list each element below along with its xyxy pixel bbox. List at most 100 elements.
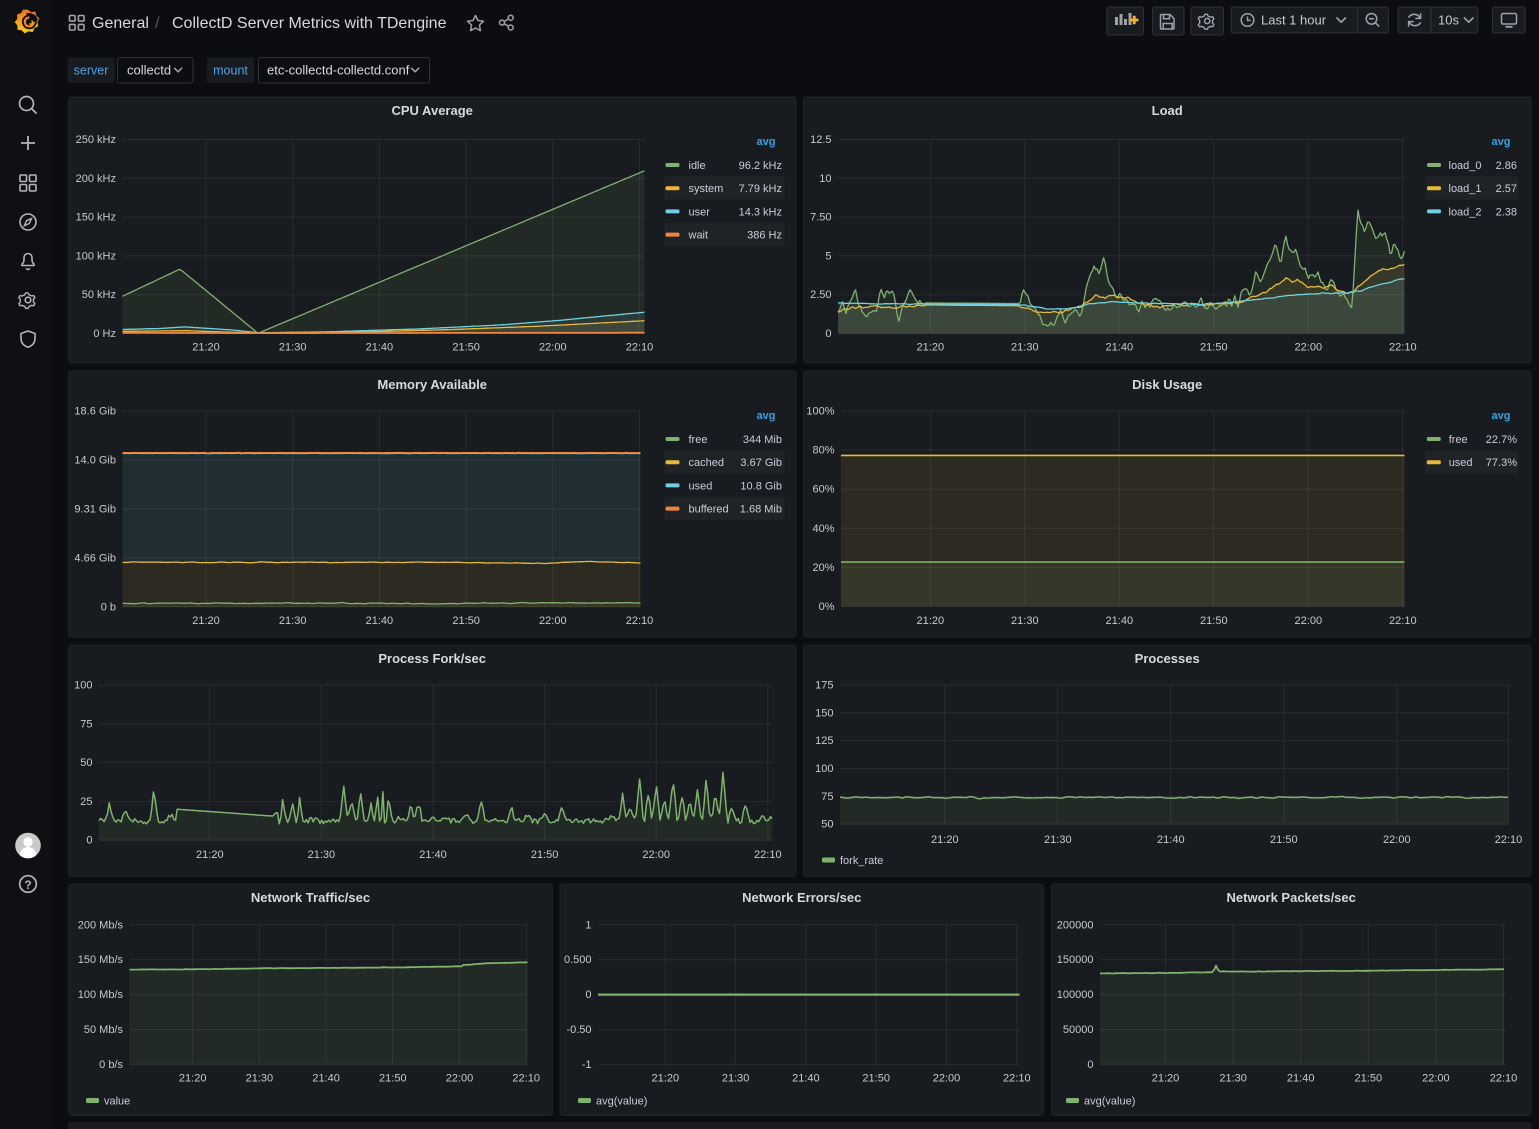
svg-text:0%: 0% — [819, 601, 835, 613]
svg-text:100: 100 — [815, 763, 833, 775]
svg-text:21:50: 21:50 — [862, 1073, 890, 1085]
svg-text:9.31 Gib: 9.31 Gib — [74, 504, 116, 516]
svg-text:21:40: 21:40 — [1106, 615, 1134, 627]
svg-text:21:50: 21:50 — [379, 1073, 407, 1085]
svg-text:175: 175 — [815, 680, 833, 692]
svg-text:75: 75 — [821, 791, 833, 803]
svg-text:mount: mount — [213, 64, 248, 78]
svg-text:22:00: 22:00 — [1295, 615, 1323, 627]
svg-text:Processes: Processes — [1135, 651, 1200, 666]
svg-text:?: ? — [24, 878, 31, 892]
svg-text:CollectD Server Metrics with T: CollectD Server Metrics with TDengine — [172, 15, 447, 32]
svg-text:2.57: 2.57 — [1496, 183, 1517, 195]
svg-text:250 kHz: 250 kHz — [76, 134, 116, 146]
svg-text:/: / — [155, 15, 160, 32]
svg-text:0: 0 — [1087, 1059, 1093, 1071]
svg-text:4.66 Gib: 4.66 Gib — [74, 553, 116, 565]
svg-text:2.86: 2.86 — [1496, 160, 1517, 172]
svg-text:22:10: 22:10 — [626, 342, 654, 354]
svg-text:avg(value): avg(value) — [596, 1096, 647, 1108]
svg-text:buffered: buffered — [689, 504, 729, 516]
svg-text:21:20: 21:20 — [917, 342, 945, 354]
svg-text:40%: 40% — [812, 523, 834, 535]
svg-text:21:30: 21:30 — [722, 1073, 750, 1085]
svg-text:22:10: 22:10 — [626, 615, 654, 627]
svg-text:21:40: 21:40 — [792, 1073, 820, 1085]
svg-text:system: system — [689, 183, 724, 195]
svg-text:Network Packets/sec: Network Packets/sec — [1227, 890, 1356, 905]
svg-text:22:00: 22:00 — [1295, 342, 1323, 354]
svg-text:21:30: 21:30 — [1011, 342, 1039, 354]
svg-text:150 kHz: 150 kHz — [76, 212, 116, 224]
svg-text:2.38: 2.38 — [1496, 206, 1517, 218]
svg-text:0 b/s: 0 b/s — [99, 1059, 123, 1071]
svg-text:100000: 100000 — [1057, 989, 1094, 1001]
svg-text:used: used — [689, 480, 713, 492]
svg-text:-0.50: -0.50 — [566, 1024, 591, 1036]
svg-text:1.68 Mib: 1.68 Mib — [740, 504, 782, 516]
svg-text:21:20: 21:20 — [192, 615, 220, 627]
svg-text:fork_rate: fork_rate — [840, 855, 883, 867]
svg-text:21:50: 21:50 — [1355, 1073, 1383, 1085]
svg-text:21:50: 21:50 — [531, 849, 559, 861]
svg-text:value: value — [104, 1096, 130, 1108]
svg-text:avg(value): avg(value) — [1084, 1096, 1135, 1108]
svg-text:50000: 50000 — [1063, 1024, 1094, 1036]
svg-text:21:20: 21:20 — [196, 849, 224, 861]
svg-text:10s: 10s — [1438, 13, 1459, 28]
svg-text:100%: 100% — [806, 406, 834, 418]
svg-text:22:00: 22:00 — [539, 342, 567, 354]
svg-text:50 Mb/s: 50 Mb/s — [84, 1024, 124, 1036]
svg-text:50: 50 — [821, 819, 833, 831]
svg-text:Network Errors/sec: Network Errors/sec — [742, 890, 861, 905]
svg-text:21:40: 21:40 — [1287, 1073, 1315, 1085]
svg-text:200000: 200000 — [1057, 919, 1094, 931]
svg-text:21:50: 21:50 — [1200, 342, 1228, 354]
svg-text:Network Traffic/sec: Network Traffic/sec — [251, 890, 370, 905]
svg-text:21:40: 21:40 — [366, 615, 394, 627]
svg-text:wait: wait — [688, 230, 709, 242]
svg-text:22:10: 22:10 — [1389, 615, 1417, 627]
svg-text:21:30: 21:30 — [279, 615, 307, 627]
svg-text:0 Hz: 0 Hz — [93, 328, 116, 340]
svg-text:5: 5 — [825, 250, 831, 262]
svg-text:21:20: 21:20 — [652, 1073, 680, 1085]
svg-text:21:30: 21:30 — [1011, 615, 1039, 627]
svg-text:22:00: 22:00 — [933, 1073, 961, 1085]
svg-text:0 b: 0 b — [101, 602, 116, 614]
svg-text:avg: avg — [757, 410, 776, 422]
svg-text:200 Mb/s: 200 Mb/s — [78, 919, 124, 931]
svg-text:21:50: 21:50 — [1200, 615, 1228, 627]
svg-text:21:40: 21:40 — [1157, 834, 1185, 846]
svg-text:344 Mib: 344 Mib — [743, 434, 782, 446]
svg-text:100 kHz: 100 kHz — [76, 250, 116, 262]
svg-text:21:20: 21:20 — [179, 1073, 207, 1085]
svg-text:collectd: collectd — [127, 63, 171, 78]
svg-text:Process Fork/sec: Process Fork/sec — [378, 651, 486, 666]
svg-text:100: 100 — [74, 680, 92, 692]
svg-text:22:10: 22:10 — [1490, 1073, 1518, 1085]
svg-text:21:30: 21:30 — [279, 342, 307, 354]
svg-text:22:00: 22:00 — [1422, 1073, 1450, 1085]
svg-text:-1: -1 — [582, 1059, 592, 1071]
svg-text:cached: cached — [689, 457, 724, 469]
svg-text:125: 125 — [815, 735, 833, 747]
svg-text:CPU Average: CPU Average — [391, 103, 472, 118]
svg-text:18.6 Gib: 18.6 Gib — [74, 406, 116, 418]
svg-text:0.500: 0.500 — [564, 954, 592, 966]
svg-text:load_0: load_0 — [1449, 160, 1482, 172]
svg-text:idle: idle — [689, 160, 706, 172]
svg-text:Last 1 hour: Last 1 hour — [1261, 13, 1327, 28]
svg-text:user: user — [689, 206, 711, 218]
svg-text:80%: 80% — [812, 445, 834, 457]
svg-text:50 kHz: 50 kHz — [82, 289, 116, 301]
svg-text:load_1: load_1 — [1449, 183, 1482, 195]
svg-text:22:10: 22:10 — [1003, 1073, 1031, 1085]
svg-text:96.2 kHz: 96.2 kHz — [739, 160, 782, 172]
svg-text:21:50: 21:50 — [1270, 834, 1298, 846]
svg-text:etc-collectd-collectd.conf: etc-collectd-collectd.conf — [267, 63, 410, 78]
svg-text:used: used — [1449, 457, 1473, 469]
svg-text:10: 10 — [819, 173, 831, 185]
svg-text:22:00: 22:00 — [642, 849, 670, 861]
svg-text:21:30: 21:30 — [308, 849, 336, 861]
